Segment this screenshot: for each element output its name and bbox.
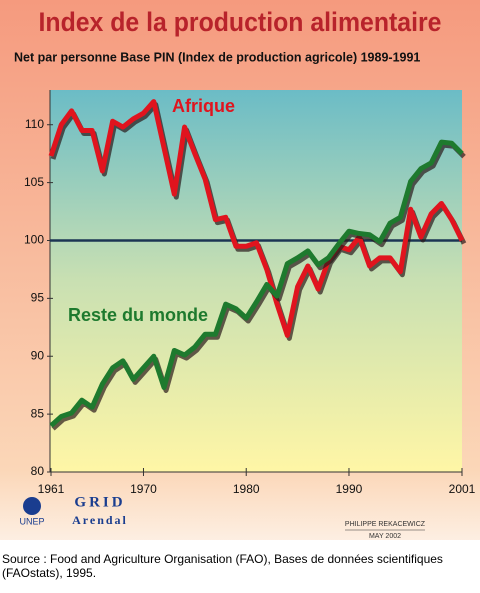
line <box>49 139 464 428</box>
chart-title: Index de la production alimentaire <box>39 8 442 37</box>
logo-arendal: Arendal <box>72 513 128 527</box>
logo-unep: UNEP <box>19 516 44 526</box>
source: Source : Food and Agriculture Organisati… <box>2 552 443 580</box>
series-label: Reste du monde <box>68 305 208 325</box>
y-tick-label: 105 <box>24 175 44 189</box>
y-tick-label: 85 <box>31 406 45 420</box>
y-tick-label: 100 <box>24 233 44 247</box>
x-tick-label: 2001 <box>449 482 476 496</box>
line <box>48 99 465 338</box>
series-label: Afrique <box>172 96 235 116</box>
source-box: Source : Food and Agriculture Organisati… <box>2 552 443 580</box>
logo-grid: GRID <box>74 494 125 510</box>
y-tick-label: 95 <box>31 291 45 305</box>
x-tick-label: 1961 <box>38 482 65 496</box>
y-tick-label: 90 <box>31 348 45 362</box>
y-tick-label: 110 <box>25 117 44 131</box>
author: PHILIPPE REKACEWICZ <box>345 521 426 528</box>
chart-subtitle: Net par personne Base PIN (Index de prod… <box>14 50 420 64</box>
x-tick-label: 1980 <box>233 482 260 496</box>
logo-icon <box>23 497 41 515</box>
date: MAY 2002 <box>369 533 401 540</box>
footer-bg <box>0 540 480 588</box>
x-tick-label: 1990 <box>336 482 363 496</box>
x-tick-label: 1970 <box>130 482 157 496</box>
plot-area <box>50 90 462 472</box>
line-shadow <box>51 142 466 431</box>
y-tick-label: 80 <box>31 464 45 478</box>
